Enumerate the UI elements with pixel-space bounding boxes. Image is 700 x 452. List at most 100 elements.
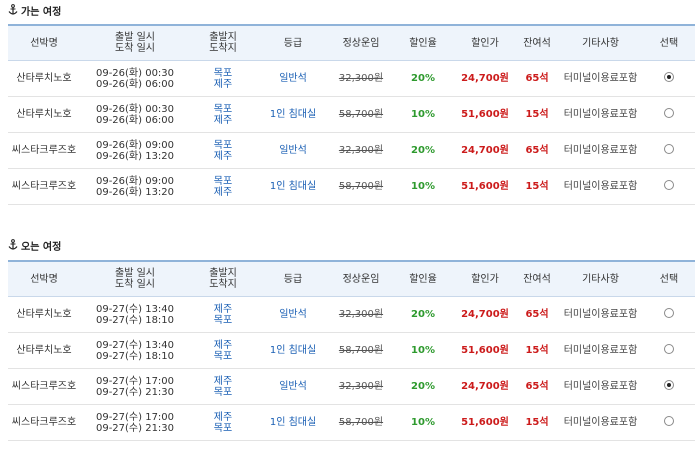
header-seats: 잔여석 [516, 25, 558, 61]
datetime-cell: 09-26(화) 00:30 09-26(화) 06:00 [80, 60, 190, 97]
remaining-seats: 15석 [516, 332, 558, 369]
datetime-cell: 09-27(수) 17:00 09-27(수) 21:30 [80, 404, 190, 441]
discount-rate: 20% [392, 60, 454, 97]
note-text: 터미널이용료포함 [558, 332, 643, 369]
route-from: 목포 [213, 67, 233, 79]
route-from: 제주 [213, 411, 233, 423]
select-radio-button[interactable] [664, 144, 674, 154]
remaining-seats: 65석 [516, 60, 558, 97]
outbound-schedule-table: 선박명 출발 일시 도착 일시 출발지 도착지 등급 정상운임 할인율 할인가 … [8, 24, 695, 205]
arrive-datetime: 09-26(화) 06:00 [95, 78, 175, 90]
depart-datetime: 09-27(수) 13:40 [95, 339, 175, 351]
header-ship: 선박명 [8, 261, 80, 297]
datetime-cell: 09-27(수) 17:00 09-27(수) 21:30 [80, 368, 190, 405]
ship-name: 씨스타크루즈호 [8, 368, 80, 405]
select-cell [643, 60, 695, 97]
header-arrive-datetime: 도착 일시 [115, 279, 155, 290]
depart-datetime: 09-27(수) 13:40 [95, 303, 175, 315]
ship-name: 산타루치노호 [8, 96, 80, 133]
datetime-cell: 09-27(수) 13:40 09-27(수) 18:10 [80, 296, 190, 333]
route-cell: 목포 제주 [190, 168, 256, 205]
ship-name: 산타루치노호 [8, 60, 80, 97]
schedule-row: 씨스타크루즈호 09-26(화) 09:00 09-26(화) 13:20 목포 제주 1… [8, 168, 695, 205]
schedule-row: 씨스타크루즈호 09-27(수) 17:00 09-27(수) 21:30 제주 목포 일… [8, 368, 695, 405]
route-cell: 목포 제주 [190, 96, 256, 133]
discount-rate: 20% [392, 296, 454, 333]
discount-rate: 10% [392, 332, 454, 369]
ship-name: 씨스타크루즈호 [8, 168, 80, 205]
header-normal-fare: 정상운임 [330, 261, 392, 297]
datetime-cell: 09-26(화) 09:00 09-26(화) 13:20 [80, 132, 190, 169]
header-select: 선택 [643, 25, 695, 61]
select-radio-button[interactable] [664, 72, 674, 82]
header-datetime: 출발 일시 도착 일시 [80, 261, 190, 297]
route-to: 목포 [213, 386, 233, 398]
header-seats: 잔여석 [516, 261, 558, 297]
normal-fare: 32,300원 [330, 368, 392, 405]
discount-rate: 10% [392, 168, 454, 205]
seat-grade: 일반석 [256, 368, 330, 405]
ship-name: 씨스타크루즈호 [8, 132, 80, 169]
header-from: 출발지 [209, 268, 237, 279]
select-radio-button[interactable] [664, 380, 674, 390]
header-route: 출발지 도착지 [190, 25, 256, 61]
anchor-icon [8, 239, 18, 250]
route-cell: 목포 제주 [190, 60, 256, 97]
route-from: 목포 [213, 175, 233, 187]
note-text: 터미널이용료포함 [558, 404, 643, 441]
depart-datetime: 09-27(수) 17:00 [95, 411, 175, 423]
route-to: 제주 [213, 114, 233, 126]
normal-fare: 32,300원 [330, 132, 392, 169]
route-from: 목포 [213, 139, 233, 151]
arrive-datetime: 09-26(화) 13:20 [95, 150, 175, 162]
schedule-row: 산타루치노호 09-26(화) 00:30 09-26(화) 06:00 목포 제주 일반… [8, 60, 695, 97]
header-normal-fare: 정상운임 [330, 25, 392, 61]
arrive-datetime: 09-27(수) 18:10 [95, 314, 175, 326]
schedule-row: 산타루치노호 09-26(화) 00:30 09-26(화) 06:00 목포 제주 1인… [8, 96, 695, 133]
note-text: 터미널이용료포함 [558, 132, 643, 169]
discount-price: 51,600원 [454, 96, 516, 133]
remaining-seats: 15석 [516, 96, 558, 133]
note-text: 터미널이용료포함 [558, 60, 643, 97]
outbound-title-label: 가는 여정 [21, 6, 62, 18]
header-datetime: 출발 일시 도착 일시 [80, 25, 190, 61]
inbound-title-label: 오는 여정 [21, 241, 62, 253]
header-to: 도착지 [209, 279, 237, 290]
depart-datetime: 09-26(화) 09:00 [95, 139, 175, 151]
outbound-section-title: 가는 여정 [8, 3, 62, 18]
inbound-section-title: 오는 여정 [8, 238, 62, 253]
header-discount-rate: 할인율 [392, 261, 454, 297]
depart-datetime: 09-26(화) 00:30 [95, 103, 175, 115]
route-from: 제주 [213, 339, 233, 351]
normal-fare: 32,300원 [330, 296, 392, 333]
schedule-row: 씨스타크루즈호 09-26(화) 09:00 09-26(화) 13:20 목포 제주 일… [8, 132, 695, 169]
header-to: 도착지 [209, 43, 237, 54]
note-text: 터미널이용료포함 [558, 296, 643, 333]
select-radio-button[interactable] [664, 416, 674, 426]
header-note: 기타사항 [558, 25, 643, 61]
seat-grade: 1인 침대실 [256, 332, 330, 369]
select-cell [643, 404, 695, 441]
select-radio-button[interactable] [664, 344, 674, 354]
route-to: 제주 [213, 186, 233, 198]
note-text: 터미널이용료포함 [558, 368, 643, 405]
select-radio-button[interactable] [664, 108, 674, 118]
seat-grade: 일반석 [256, 60, 330, 97]
discount-price: 51,600원 [454, 332, 516, 369]
route-to: 목포 [213, 422, 233, 434]
seat-grade: 일반석 [256, 296, 330, 333]
note-text: 터미널이용료포함 [558, 96, 643, 133]
remaining-seats: 15석 [516, 404, 558, 441]
select-radio-button[interactable] [664, 308, 674, 318]
seat-grade: 일반석 [256, 132, 330, 169]
select-cell [643, 296, 695, 333]
header-discount-price: 할인가 [454, 25, 516, 61]
select-cell [643, 168, 695, 205]
select-radio-button[interactable] [664, 180, 674, 190]
normal-fare: 58,700원 [330, 96, 392, 133]
depart-datetime: 09-26(화) 09:00 [95, 175, 175, 187]
arrive-datetime: 09-27(수) 21:30 [95, 422, 175, 434]
note-text: 터미널이용료포함 [558, 168, 643, 205]
discount-price: 24,700원 [454, 368, 516, 405]
header-grade: 등급 [256, 25, 330, 61]
